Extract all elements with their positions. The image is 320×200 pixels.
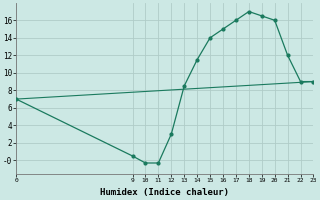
X-axis label: Humidex (Indice chaleur): Humidex (Indice chaleur)	[100, 188, 229, 197]
